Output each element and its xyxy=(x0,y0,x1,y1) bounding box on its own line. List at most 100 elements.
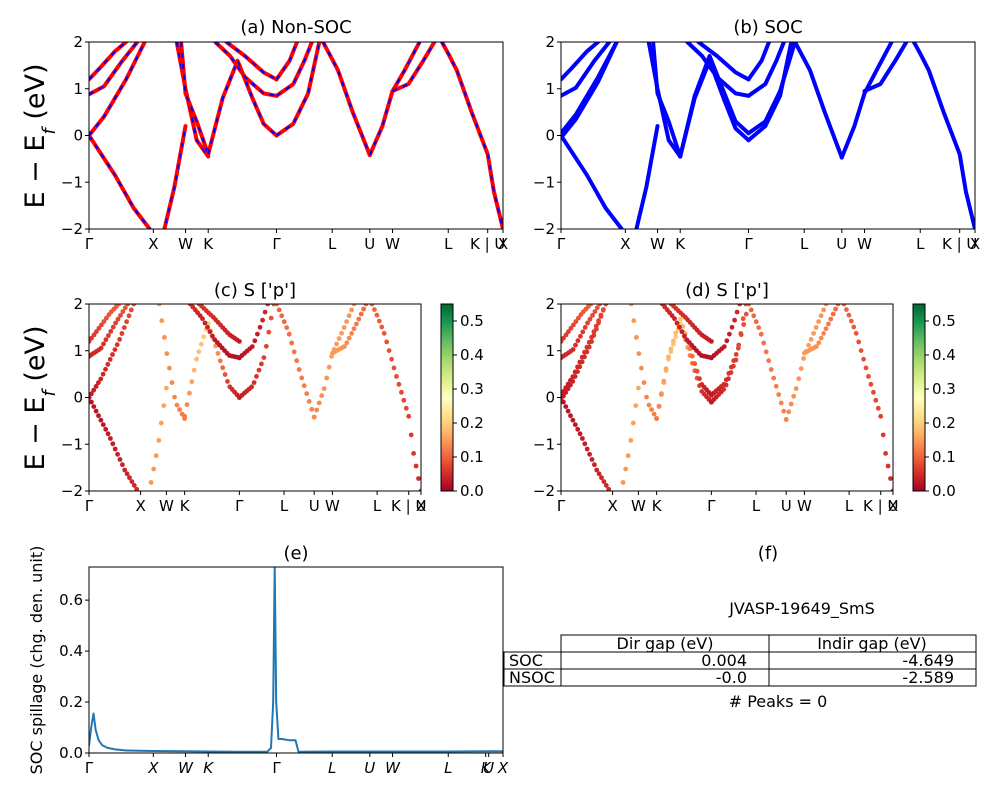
panel-a-overlay-7 xyxy=(207,57,278,155)
panel-c-point xyxy=(89,399,94,405)
panel-d-point xyxy=(866,374,871,379)
panel-c-point xyxy=(281,319,287,325)
ytick-label: 1 xyxy=(73,80,83,98)
panel-c-point xyxy=(146,493,151,498)
panel-d-point xyxy=(618,493,623,498)
panel-c-point xyxy=(122,305,128,311)
panel-d-point xyxy=(572,422,578,428)
panel-d-point xyxy=(644,394,649,400)
panel-c-point xyxy=(396,381,402,387)
ytick-label: −1 xyxy=(61,173,83,191)
xtick-label: X xyxy=(888,497,898,515)
panel-c-point xyxy=(399,389,404,395)
colorbar-tick-label: 0.0 xyxy=(932,482,956,500)
panel-c-point xyxy=(296,367,302,372)
panel-c-point xyxy=(194,356,199,362)
panel-d-point xyxy=(761,340,767,346)
xtick-label: L xyxy=(280,497,289,515)
panel-c-colorbar: 0.0 0.1 0.2 0.3 0.4 0.5 xyxy=(440,303,484,500)
panel-c-point xyxy=(210,333,215,339)
panel-d-point xyxy=(818,335,824,341)
panel-c-point xyxy=(266,329,272,335)
panel-b-frame xyxy=(560,41,976,230)
panel-d-point xyxy=(580,329,586,335)
panel-c-point xyxy=(314,407,320,413)
panel-c-point xyxy=(107,357,113,362)
panel-c-point xyxy=(386,348,392,353)
xtick-label: W xyxy=(178,759,194,777)
panel-d-point xyxy=(821,307,826,313)
panel-c-point xyxy=(363,304,369,307)
ytick-label: −2 xyxy=(533,220,555,238)
panel-d-point xyxy=(589,334,594,340)
panel-c-point xyxy=(346,313,352,319)
panel-c-point xyxy=(222,372,228,377)
panel-d-point xyxy=(572,369,578,375)
panel-d-point xyxy=(740,316,746,322)
panel-c-point xyxy=(225,379,230,384)
panel-d-point xyxy=(781,408,787,414)
xtick-label: U xyxy=(781,497,792,515)
panel-d-point xyxy=(778,400,784,406)
panel-c-point xyxy=(408,432,414,438)
panel-d-point xyxy=(828,316,834,322)
panel-c-point xyxy=(98,417,104,423)
panel-d-point xyxy=(568,378,573,383)
panel-c-point xyxy=(356,316,362,322)
panel-d-point xyxy=(673,334,679,340)
panel-c-point xyxy=(217,358,223,364)
panel-c-point xyxy=(346,335,352,341)
panel-c-point xyxy=(100,371,106,377)
panel-b-bands xyxy=(561,42,975,229)
table-header-dir-gap: Dir gap (eV) xyxy=(617,634,714,653)
panel-d-point xyxy=(841,304,847,307)
colorbar-tick-label: 0.3 xyxy=(932,380,956,398)
panel-f-title: (f) xyxy=(758,543,778,564)
xtick-label: K | U xyxy=(942,235,977,253)
panel-c-point xyxy=(122,467,128,473)
ytick-label: −1 xyxy=(61,435,83,453)
colorbar-tick-label: 0.0 xyxy=(460,482,484,500)
colorbar-tick-label: 0.3 xyxy=(460,380,484,398)
panel-c-point xyxy=(191,367,197,373)
panel-d-point xyxy=(771,375,777,381)
panel-e-series-0 xyxy=(89,567,503,753)
panel-c-point xyxy=(263,343,269,349)
panel-c-point xyxy=(251,380,257,385)
panel-c-point xyxy=(112,347,118,352)
panel-d-point xyxy=(753,319,759,325)
panel-c-point xyxy=(174,402,180,408)
panel-d-point xyxy=(661,378,667,384)
ytick-label: −2 xyxy=(61,220,83,238)
panel-d-point xyxy=(858,348,864,353)
panel-d-point xyxy=(818,313,824,319)
panel-c-point xyxy=(101,319,107,324)
panel-b-series-16 xyxy=(793,42,844,160)
ytick-label: 0 xyxy=(73,127,83,145)
panel-d-point xyxy=(672,316,677,322)
panel-d-point xyxy=(768,367,774,372)
panel-c-point xyxy=(379,324,385,330)
panel-c-point xyxy=(94,329,99,335)
panel-d-point xyxy=(731,358,737,364)
panel-c-point xyxy=(274,304,280,307)
panel-c-point xyxy=(299,375,305,381)
panel-d-point xyxy=(570,417,576,423)
xtick-label: L xyxy=(444,235,453,253)
panel-c-point xyxy=(342,344,347,349)
panel-b-series-11 xyxy=(696,42,751,82)
panel-c-point xyxy=(156,304,162,307)
xtick-label: K | U xyxy=(863,497,898,515)
panel-b-series-0 xyxy=(561,133,625,229)
panel-b-series-10 xyxy=(685,42,751,98)
panel-a-series-2 xyxy=(89,42,140,97)
panel-d-point xyxy=(636,385,641,391)
panel-d-point xyxy=(649,407,654,412)
panel-d-point xyxy=(741,322,747,327)
panel-c-point xyxy=(391,365,397,371)
panel-c-point xyxy=(120,462,125,468)
panel-d-point xyxy=(813,325,819,330)
panel-c-point xyxy=(316,400,322,406)
panel-c-point xyxy=(108,436,113,441)
